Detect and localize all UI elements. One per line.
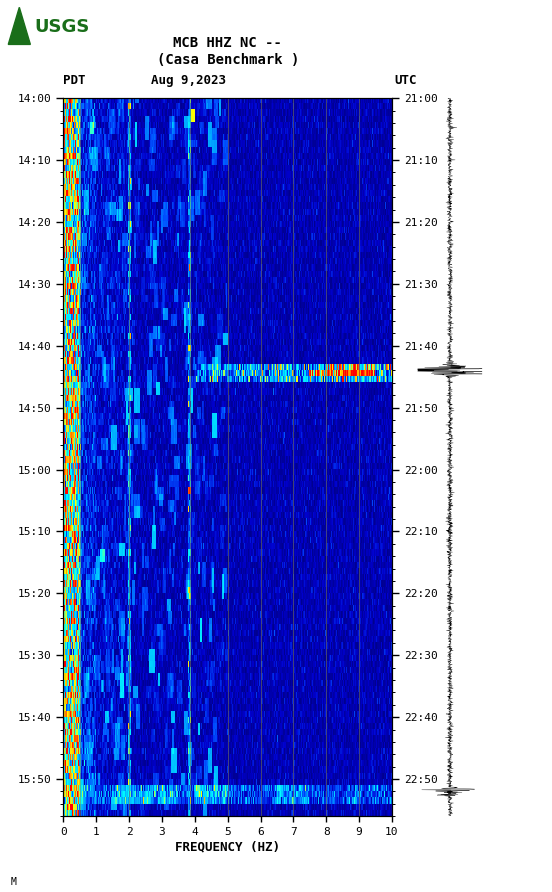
Text: Aug 9,2023: Aug 9,2023	[151, 74, 226, 87]
Text: USGS: USGS	[34, 18, 89, 36]
Text: (Casa Benchmark ): (Casa Benchmark )	[157, 53, 299, 67]
X-axis label: FREQUENCY (HZ): FREQUENCY (HZ)	[175, 841, 280, 854]
Text: M: M	[11, 877, 17, 887]
Text: MCB HHZ NC --: MCB HHZ NC --	[173, 36, 282, 50]
Text: PDT: PDT	[63, 74, 86, 87]
Text: UTC: UTC	[395, 74, 417, 87]
Polygon shape	[8, 7, 30, 45]
